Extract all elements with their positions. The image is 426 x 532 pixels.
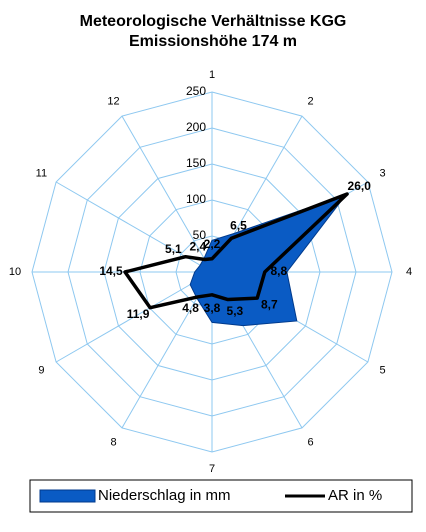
category-label: 8 <box>110 437 116 449</box>
data-label: 14,5 <box>99 264 123 278</box>
legend-label: AR in % <box>328 487 382 504</box>
r-tick-label: 150 <box>186 156 206 170</box>
category-label: 5 <box>380 364 386 376</box>
category-label: 1 <box>209 69 215 81</box>
category-label: 4 <box>406 266 412 278</box>
data-label: 2,4 <box>189 240 206 254</box>
line <box>123 192 349 310</box>
r-tick-label: 200 <box>186 120 206 134</box>
category-label: 6 <box>307 437 313 449</box>
data-label: 2,2 <box>204 237 221 251</box>
chart-subtitle: Emissionshöhe 174 m <box>129 33 297 50</box>
category-label: 3 <box>380 167 386 179</box>
category-label: 7 <box>209 463 215 475</box>
data-label: 3,8 <box>204 301 221 315</box>
data-label: 5,1 <box>165 242 182 256</box>
data-label: 8,8 <box>270 264 287 278</box>
data-label: 4,8 <box>182 301 199 315</box>
data-label: 6,5 <box>230 218 247 232</box>
spoke <box>55 271 213 363</box>
legend-label: Niederschlag in mm <box>98 487 231 504</box>
data-label: 26,0 <box>348 179 372 193</box>
spoke <box>121 115 213 273</box>
category-label: 2 <box>307 95 313 107</box>
category-label: 11 <box>36 167 47 179</box>
legend-swatch <box>39 489 96 503</box>
category-label: 10 <box>9 266 21 278</box>
category-label: 9 <box>38 364 44 376</box>
data-label: 8,7 <box>261 297 278 311</box>
data-label: 11,9 <box>127 307 150 321</box>
r-tick-label: 100 <box>186 192 206 206</box>
category-label: 12 <box>107 95 119 107</box>
r-tick-label: 250 <box>186 84 206 98</box>
chart-title: Meteorologische Verhältnisse KGG <box>80 13 347 30</box>
data-label: 5,3 <box>227 304 244 318</box>
r-tick-label: 50 <box>193 228 207 242</box>
